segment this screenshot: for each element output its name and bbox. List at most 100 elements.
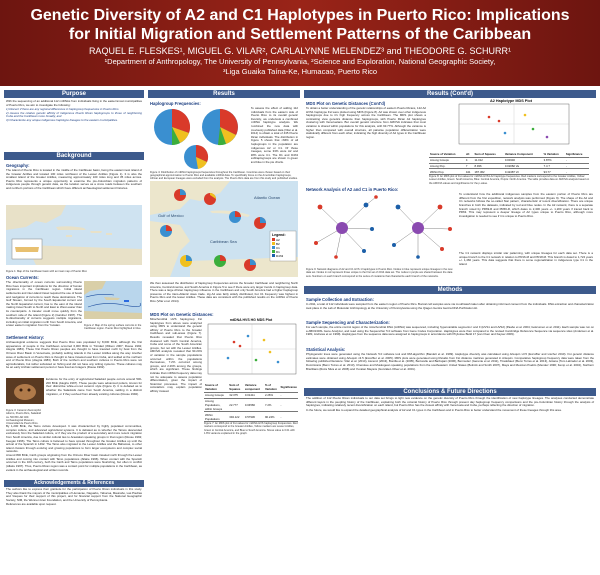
a2-amova-header-row: Source of Variation d.f. Sum of Squares … [429,152,589,158]
legend-a2: A2 [276,238,280,242]
a2-amova-header-df: d.f. [464,152,474,158]
network-text-2: The C1 network displays similar star pat… [459,252,593,266]
a2-amova-cell: 187.362 [473,168,504,176]
background-section: Geography: The island of Puerto Rico is … [4,160,144,480]
haplogroup-compare-text: We then assessed the distribution of hap… [150,282,298,303]
a2-amova-cell: - [564,157,589,164]
amova-cell: 2.26% [264,392,280,399]
haplogroup-frequencies-text: To assess the effect of adding 112 indiv… [250,107,298,164]
mds-plot-hvs [207,323,297,375]
amova-header-ss: Sum of Squares [228,383,244,393]
settlement-history-text: Archaeological evidence suggests that Pu… [6,341,142,370]
acknowledgements-text: The authors like to express their gratit… [4,487,144,509]
a2-network [315,197,377,258]
a2-amova-cell: 8.936 [473,163,504,170]
geography-heading: Geography: [6,163,30,168]
network-diagrams [306,193,456,264]
amova-header-vc: Variance component [243,383,264,393]
a2-mds-row: MDS Plot on Genetic Distances (Cont'd) T… [306,99,594,185]
a2-amova-cell: 441 [464,168,474,176]
conclusions-future: In the future, we would like to expand t… [306,407,562,412]
a2-chart-title: A2 Haplotype MDS Plot [490,99,532,103]
poster-header: Genetic Diversity of A2 and C1 Haplotype… [0,0,600,86]
legend-d4h3: D4h3 [276,254,284,258]
amova-cell: Among Groups [204,392,229,399]
amova-cell: 90.24% [264,411,280,423]
a2-amova-header-pct: % Variation [542,152,565,158]
middle-column: Results Haplogroup Frequencies: [148,90,300,469]
map-pie-2 [204,193,216,205]
section-purpose-title: Purpose [4,90,144,98]
settlement-history-text-2: Evidence for the entry of agricultural S… [46,378,142,396]
map-label-gulf: Gulf of Mexico [158,213,184,218]
mds-a2-text: To obtain a better understanding of the … [306,107,426,139]
sequencing-heading: Sample Sequencing and Characterization: [306,320,390,326]
pie-chart-eastern [154,108,191,145]
a2-amova-cell: 0.42487 Vc [503,168,543,176]
title-line-2: for Initial Migration and Settlement Pat… [68,26,532,43]
ocean-currents-text: The directionality of ocean currents sur… [6,281,82,328]
figure-3-caption: Figure 3: Ceramic Zoomorphic Adorno, Pue… [6,409,42,426]
amova-cell: - [279,392,298,399]
map-pie-8 [180,255,192,267]
a2-amova-cell: 93.77 [542,168,565,176]
table-row: Among Pop. 7 8.936 0.02082 Va 7.4 7 - [429,163,589,170]
a2-amova-header-vc: Variance Component [503,152,543,158]
figure-9-caption: Figure 9: Network diagrams of A2 and C1 … [306,268,453,278]
affiliation-line-2: ³Liga Guaika Taína-Ke, Humacao, Puerto R… [222,66,378,76]
author-list: RAQUEL E. FLESKES¹, MIGUEL G. VILAR², CA… [88,46,512,56]
haplogroup-pie-charts [154,108,238,169]
figure-7-caption: Figure 7: An MDS plot of Fst values for … [204,422,298,435]
pie-chart-combined [184,144,209,169]
left-column: Purpose With the sequencing of an additi… [4,90,144,509]
figure-2-block: Figure 2: Map of the spring surface curr… [84,281,142,333]
collection-heading: Sample Collection and Extraction: [306,297,374,303]
settlement-history-heading: Settlement History: [6,335,45,341]
section-acknowledgements-title: Acknowledgements & References [4,480,144,488]
table-row: Among Populations, within Groups 22.777 … [204,398,298,413]
right-column: Results (Cont'd) MDS Plot on Genetic Dis… [304,90,596,428]
purpose-intro: With the sequencing of an additional 112… [6,99,142,107]
title-line-1: Genetic Diversity of A2 and C1 Haplotype… [30,7,570,24]
mds-chart-title: mtDNA HVS HG MDS Plot [229,318,273,322]
figure-3-row: Figure 3: Ceramic Zoomorphic Adorno, Pue… [6,378,142,425]
a2-amova-header-ss: Sum of Squares [473,152,504,158]
pie-chart-total [202,109,238,146]
mds-a2-heading: MDS Plot on Genetic Distances (Cont'd) [306,101,386,106]
table-row: Within Populations 394.122 0.57936 90.24… [204,411,298,423]
conclusions-text: The addition of 112 Puerto Rican individ… [304,396,596,428]
mds-figure-block: mtDNA HVS HG MDS Plot Source [204,318,298,468]
a2-amova-header-source: Source of Variation [429,152,465,158]
purpose-text: With the sequencing of an additional 112… [4,98,144,152]
a2-mds-figure: A2 Haplotype MDS Plot Source of Variatio… [429,99,593,185]
caribbean-map-figure-1 [6,205,142,265]
amova-cell: 0.57936 [243,411,264,423]
settlement-history-text-4: Around 800 BCE, Carib groups originating… [6,454,142,472]
ocean-currents-map-figure-2 [84,281,142,320]
section-results-cont-title: Results (Cont'd) [304,90,596,98]
statistics-heading: Statistical Analysis: [306,347,346,353]
ocean-currents-heading: Ocean Currents: [6,275,39,281]
mds-heading: MDS Plot on Genetic Distances: [150,312,214,317]
figure-8-caption: Figure 8: An MDS plot of Fst values for … [429,175,590,185]
poster-title: Genetic Diversity of A2 and C1 Haplotype… [0,6,600,44]
references-note: References are available upon request. [6,501,57,506]
map-pie-4 [229,211,241,223]
affiliations: ¹Department of Anthropology, The Univers… [0,57,600,76]
amova-header-pct: % of Variation [264,383,280,393]
sequencing-text: For each sample, the entire control regi… [306,326,594,337]
figure-4-caption: Figure 4: Distribution of mtDNA haplogro… [150,171,298,181]
a2-amova-cell: Among Groups [429,157,465,164]
figure-3-block: Figure 3: Ceramic Zoomorphic Adorno, Pue… [6,378,44,425]
network-figure: Figure 9: Network diagrams of A2 and C1 … [306,193,456,284]
section-background-title: Background [4,152,144,160]
map-pie-7 [244,259,256,271]
amova-cell: Within Populations [204,411,229,423]
affiliation-line-1: ¹Department of Anthropology, The Univers… [104,57,496,66]
section-results-title: Results [148,90,300,98]
amova-cell: - [279,411,298,423]
a2-mds-plot [458,103,570,145]
conclusions-body: The addition of 112 Puerto Rican individ… [306,396,594,408]
map-pie-3 [160,225,172,237]
purpose-item-2: 2) Assess the relative genetic affinity … [6,110,142,119]
